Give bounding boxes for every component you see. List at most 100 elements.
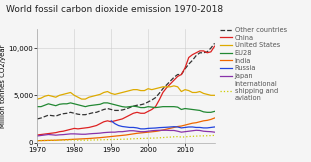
- International shipping and aviation: [168, 136, 172, 138]
- Japan: [139, 131, 142, 133]
- United States: [157, 87, 161, 89]
- China: [54, 132, 58, 134]
- International shipping and aviation: [135, 138, 139, 140]
- Japan: [117, 131, 120, 133]
- International shipping and aviation: [69, 139, 72, 141]
- India: [135, 132, 139, 134]
- Line: India: India: [37, 118, 215, 141]
- China: [113, 120, 117, 122]
- United States: [95, 94, 98, 96]
- EU28: [35, 106, 39, 108]
- EU28: [117, 105, 120, 107]
- Japan: [95, 132, 98, 134]
- China: [205, 52, 209, 54]
- China: [69, 128, 72, 130]
- International shipping and aviation: [50, 139, 54, 141]
- Other countries: [124, 108, 128, 110]
- India: [146, 131, 150, 133]
- EU28: [72, 103, 76, 105]
- China: [146, 110, 150, 112]
- India: [198, 121, 202, 123]
- India: [39, 140, 43, 142]
- United States: [179, 91, 183, 93]
- International shipping and aviation: [113, 139, 117, 140]
- International shipping and aviation: [54, 139, 58, 141]
- United States: [194, 92, 198, 93]
- Japan: [154, 129, 157, 131]
- Line: Russia: Russia: [111, 121, 215, 129]
- Other countries: [102, 109, 106, 110]
- India: [98, 137, 102, 139]
- Other countries: [139, 104, 142, 106]
- India: [209, 118, 213, 120]
- United States: [176, 86, 179, 88]
- China: [139, 112, 142, 114]
- International shipping and aviation: [117, 138, 120, 140]
- Japan: [91, 133, 95, 135]
- United States: [47, 94, 50, 96]
- China: [194, 52, 198, 54]
- EU28: [187, 108, 191, 110]
- EU28: [47, 103, 50, 105]
- Other countries: [106, 108, 109, 110]
- India: [161, 129, 165, 131]
- Russia: [128, 127, 132, 128]
- India: [154, 130, 157, 132]
- United States: [139, 90, 142, 92]
- China: [43, 133, 47, 135]
- EU28: [157, 106, 161, 108]
- India: [187, 123, 191, 125]
- Japan: [150, 130, 154, 132]
- Japan: [135, 130, 139, 132]
- Japan: [69, 133, 72, 135]
- United States: [150, 89, 154, 91]
- United States: [142, 90, 146, 92]
- EU28: [213, 110, 216, 112]
- International shipping and aviation: [202, 135, 205, 137]
- India: [69, 139, 72, 140]
- EU28: [183, 108, 187, 110]
- International shipping and aviation: [95, 139, 98, 141]
- United States: [65, 93, 69, 94]
- Japan: [157, 129, 161, 131]
- India: [87, 138, 91, 139]
- Japan: [43, 134, 47, 136]
- China: [72, 127, 76, 129]
- Japan: [50, 134, 54, 136]
- EU28: [142, 107, 146, 109]
- International shipping and aviation: [43, 139, 47, 141]
- EU28: [198, 110, 202, 111]
- Japan: [202, 130, 205, 132]
- Japan: [132, 130, 135, 132]
- United States: [69, 92, 72, 93]
- India: [132, 133, 135, 135]
- China: [120, 118, 124, 120]
- China: [132, 112, 135, 114]
- China: [172, 79, 176, 81]
- EU28: [161, 106, 165, 108]
- Russia: [139, 128, 142, 130]
- Russia: [205, 127, 209, 129]
- Russia: [202, 127, 205, 129]
- EU28: [194, 109, 198, 111]
- Japan: [109, 131, 113, 133]
- Other countries: [172, 76, 176, 78]
- India: [165, 128, 169, 130]
- Russia: [132, 127, 135, 128]
- Japan: [83, 133, 87, 135]
- Line: EU28: EU28: [37, 103, 215, 112]
- Russia: [161, 127, 165, 128]
- International shipping and aviation: [132, 138, 135, 140]
- International shipping and aviation: [106, 139, 109, 141]
- United States: [205, 93, 209, 95]
- Other countries: [154, 97, 157, 99]
- China: [191, 54, 194, 56]
- Japan: [146, 130, 150, 132]
- Russia: [150, 127, 154, 129]
- International shipping and aviation: [198, 135, 202, 137]
- Japan: [187, 130, 191, 132]
- Other countries: [146, 101, 150, 103]
- EU28: [165, 106, 169, 108]
- International shipping and aviation: [61, 139, 65, 141]
- Other countries: [113, 110, 117, 111]
